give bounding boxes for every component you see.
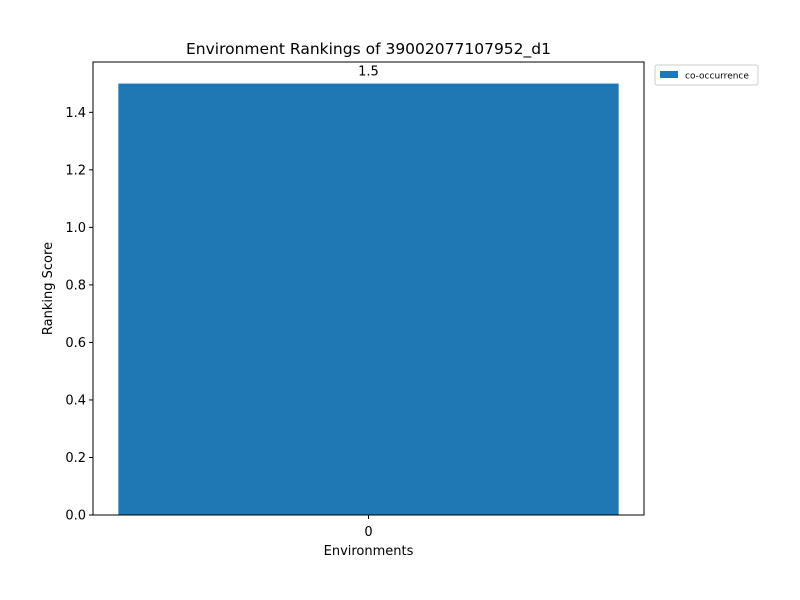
y-tick-label: 1.2 <box>65 163 86 178</box>
y-tick-label: 0.8 <box>65 278 86 293</box>
bars <box>118 83 619 516</box>
legend-frame <box>654 64 759 86</box>
x-axis-ticks: 0 <box>364 515 373 540</box>
y-tick-label: 0.4 <box>65 393 86 408</box>
y-tick-label: 1.4 <box>65 106 86 121</box>
data-labels: 1.5 <box>358 65 379 80</box>
y-tick-label: 1.0 <box>65 221 86 236</box>
x-axis-title: Environments <box>324 544 414 559</box>
y-tick-label: 0.0 <box>65 509 86 524</box>
bar-0 <box>118 83 619 516</box>
y-tick-label: 0.6 <box>65 336 86 351</box>
chart-title: Environment Rankings of 39002077107952_d… <box>186 40 551 59</box>
data-label: 1.5 <box>358 65 379 80</box>
y-axis-ticks: 0.0 0.2 0.4 0.6 0.8 1.0 1.2 1.4 <box>65 106 93 524</box>
y-axis-title: Ranking Score <box>41 242 56 335</box>
legend-swatch-co-occurrence <box>660 71 678 78</box>
y-tick-label: 0.2 <box>65 451 86 466</box>
legend-label-co-occurrence: co-occurrence <box>685 72 749 82</box>
x-tick-label: 0 <box>364 525 372 540</box>
legend: co-occurrence <box>654 64 759 86</box>
